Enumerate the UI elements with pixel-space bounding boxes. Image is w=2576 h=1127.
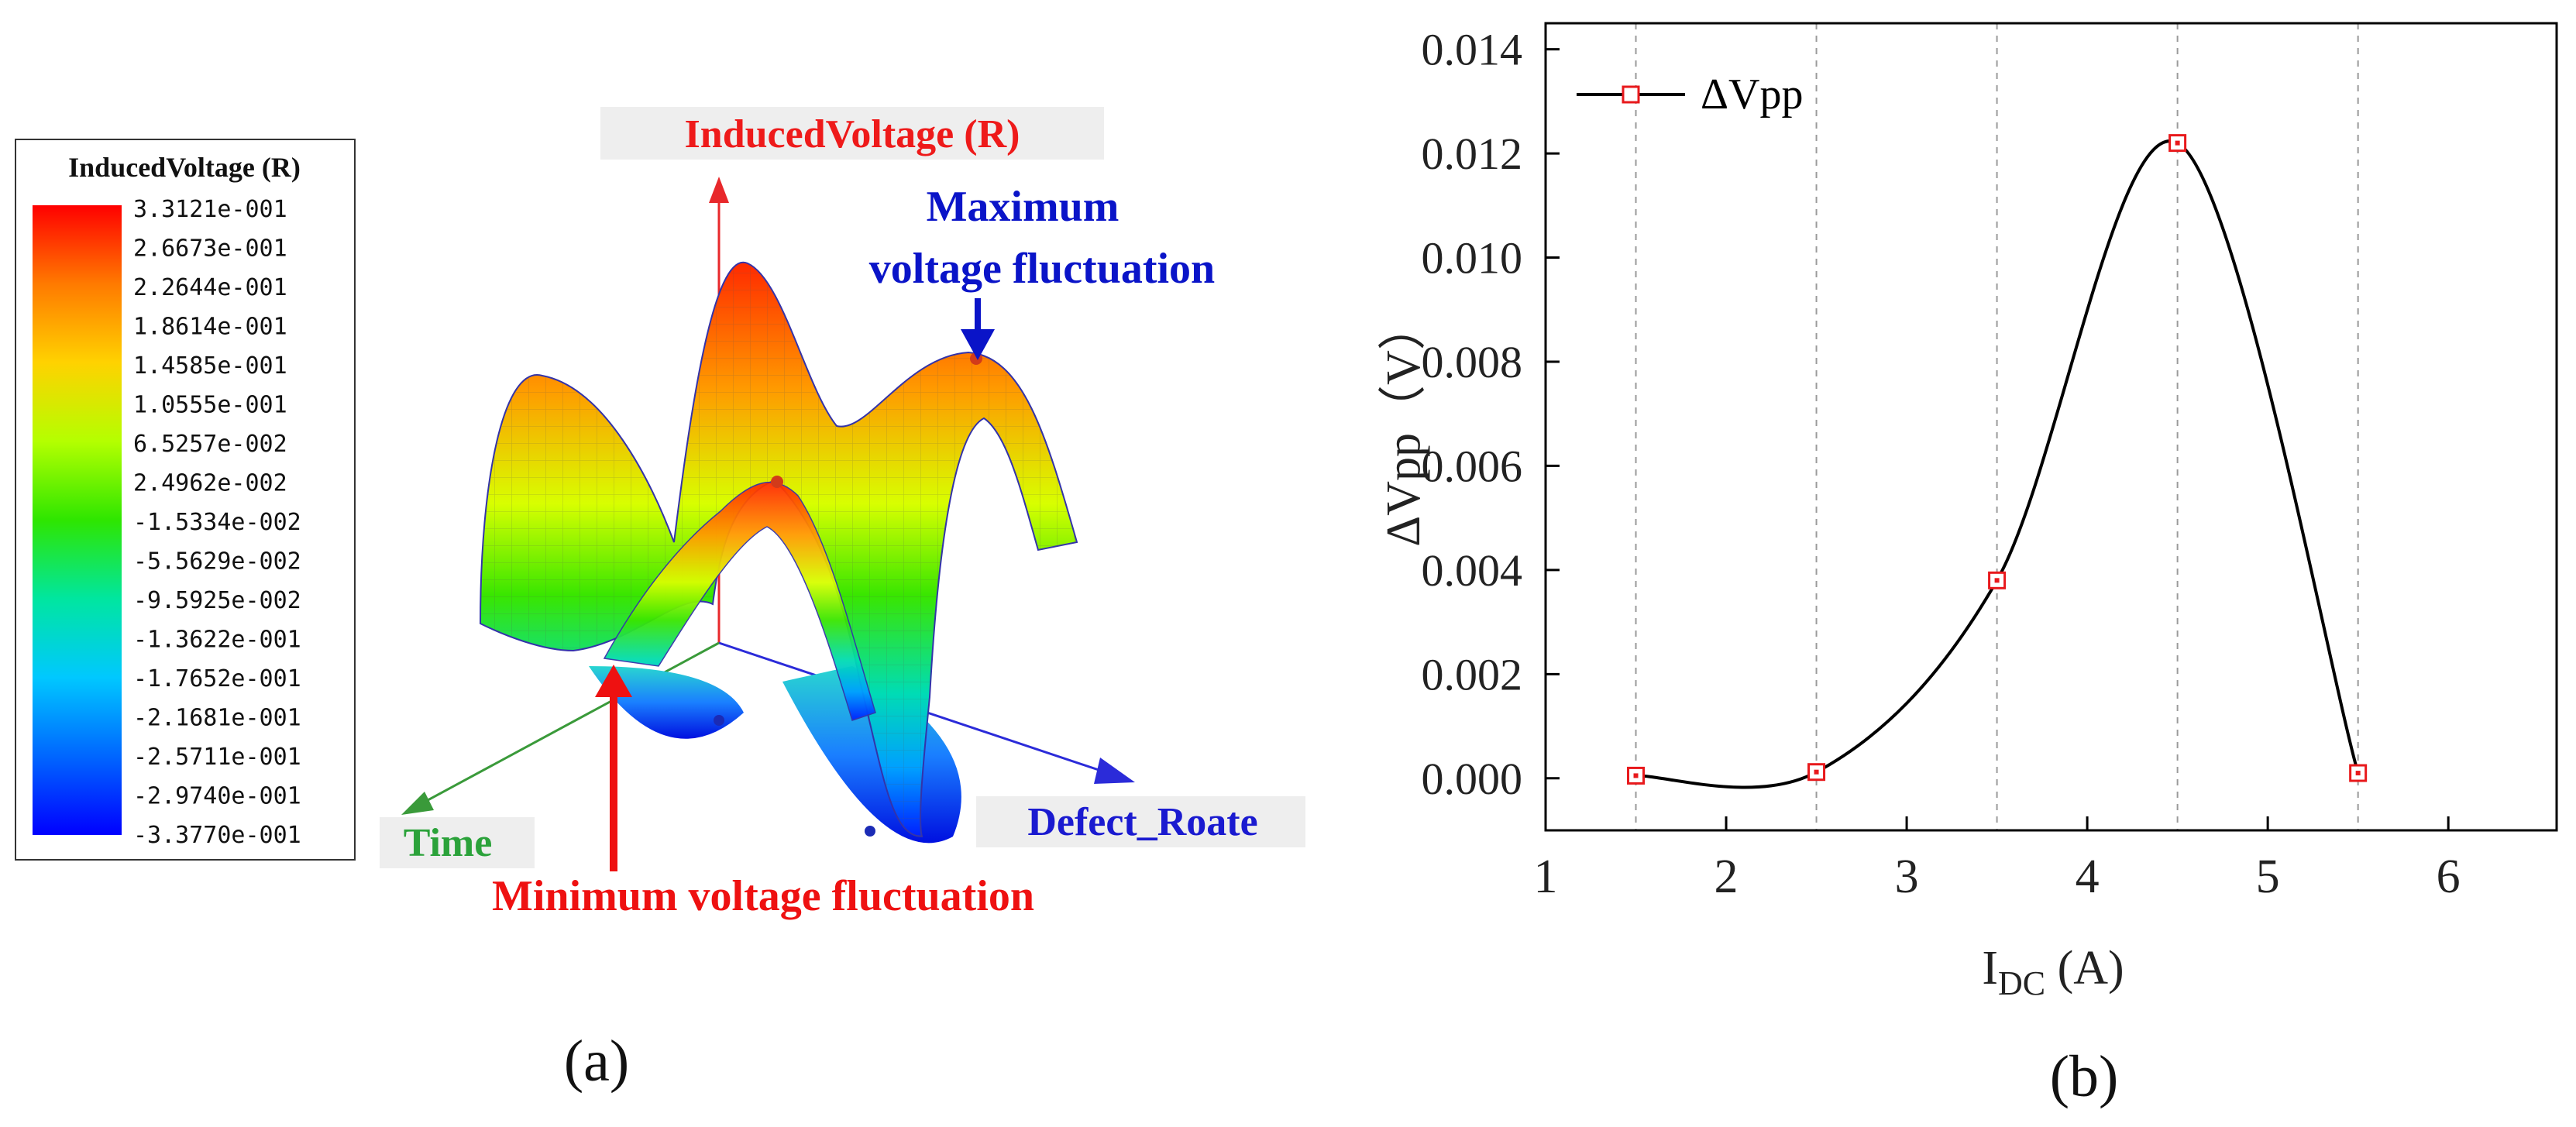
x-axis-title: IDC (A): [1982, 942, 2124, 1002]
y-axis-title: ΔVpp（V）: [1377, 302, 1430, 546]
y-tick-label: 0.004: [1422, 545, 1523, 596]
series-markers: [1627, 134, 2368, 785]
y-tick-label: 0.000: [1422, 754, 1523, 804]
max-annotation-arrowhead: [961, 329, 995, 360]
colorbar-tick-label: 1.8614e-001: [133, 314, 287, 341]
surface-trough-1: [589, 666, 744, 739]
x-axis-title-sub: DC: [1998, 964, 2045, 1002]
data-point-center: [1994, 578, 2000, 583]
legend-label: ΔVpp: [1701, 70, 1803, 119]
surface-plot-3d: InducedVoltage (R) Time Defect_Roate Max…: [380, 107, 1305, 920]
max-annotation-line2: voltage fluctuation: [869, 245, 1215, 293]
colorbar-tick-label: -3.3770e-001: [133, 822, 301, 849]
z-axis-label: InducedVoltage (R): [685, 112, 1020, 156]
max-annotation-line1: Maximum: [927, 183, 1119, 231]
min-annotation: Minimum voltage fluctuation: [492, 872, 1034, 920]
data-point-center: [1633, 773, 1639, 778]
chart-ticks: [1544, 48, 2450, 830]
y-tick-label: 0.012: [1422, 129, 1523, 179]
colorbar-tick-label: -2.1681e-001: [133, 705, 301, 732]
x-tick-label: 2: [1714, 850, 1739, 903]
panel-a-label: (a): [564, 1029, 629, 1094]
legend-marker: [1622, 85, 1640, 104]
y-axis-label: Defect_Roate: [1027, 800, 1257, 844]
x-axis-title-unit: (A): [2045, 942, 2124, 995]
colorbar-tick-label: 2.2644e-001: [133, 274, 287, 301]
y-axis-label-bg: [976, 796, 1305, 847]
z-axis-label-bg: [600, 107, 1104, 160]
colorbar-tick-label: -2.5711e-001: [133, 744, 301, 771]
colorbar-gradient: [33, 205, 122, 835]
data-point-center: [1814, 769, 1819, 775]
y-tick-label: 0.008: [1422, 337, 1523, 387]
colorbar-tick-label: 2.4962e-002: [133, 470, 287, 497]
colorbar-tick-label: -9.5925e-002: [133, 587, 301, 614]
colorbar-tick-label: 3.3121e-001: [133, 196, 287, 223]
y-tick-label: 0.002: [1422, 649, 1523, 699]
surface-front-crest: [603, 481, 876, 721]
colorbar-tick-label: 1.4585e-001: [133, 352, 287, 380]
chart-gridlines: [1635, 23, 2359, 830]
y-tick-label: 0.010: [1422, 233, 1523, 283]
y-tick-labels: 0.000 0.002 0.004 0.006 0.008 0.010 0.012 0.014: [1422, 25, 1523, 804]
x-axis-line: [410, 641, 720, 811]
z-axis-arrowhead: [709, 177, 729, 203]
data-point-center: [2355, 771, 2361, 776]
x-axis-label-bg: [380, 817, 535, 868]
x-tick-label: 4: [2076, 850, 2100, 903]
colorbar-title: InducedVoltage (R): [68, 152, 301, 183]
trough-marker-1: [714, 715, 724, 726]
colorbar-tick-labels: 3.3121e-001 2.6673e-001 2.2644e-001 1.8614e…: [133, 196, 301, 849]
chart-legend: ΔVpp: [1577, 70, 1803, 119]
colorbar-tick-label: 2.6673e-001: [133, 235, 287, 263]
y-tick-label: 0.014: [1422, 25, 1523, 75]
x-axis-arrowhead: [401, 792, 434, 815]
colorbar-tick-label: -1.3622e-001: [133, 627, 301, 654]
chart-plot-frame: [1544, 22, 2558, 832]
x-tick-label: 6: [2437, 850, 2461, 903]
panel-a: InducedVoltage (R) 3.3121e-001 2.6673e-00…: [15, 107, 1305, 1094]
colorbar-tick-label: -1.7652e-001: [133, 665, 301, 692]
x-tick-label: 3: [1895, 850, 1919, 903]
surface-mesh-overlay: [480, 262, 1077, 837]
colorbar-tick-label: -5.5629e-002: [133, 548, 301, 576]
x-tick-label: 5: [2256, 850, 2280, 903]
y-tick-label: 0.006: [1422, 441, 1523, 491]
colorbar-tick-label: -2.9740e-001: [133, 783, 301, 810]
trough-marker-2: [865, 826, 875, 837]
panel-b-chart: 0.000 0.002 0.004 0.006 0.008 0.010 0.012 0.014…: [1377, 22, 2558, 1109]
x-axis-label: Time: [404, 821, 493, 865]
x-tick-label: 1: [1534, 850, 1558, 903]
secondary-peak-marker: [771, 476, 783, 488]
colorbar-tick-label: -1.5334e-002: [133, 509, 301, 536]
min-annotation-arrowhead: [595, 665, 632, 697]
colorbar-legend: InducedVoltage (R) 3.3121e-001 2.6673e-00…: [15, 139, 356, 861]
data-point-center: [2175, 140, 2180, 146]
colorbar-tick-label: 1.0555e-001: [133, 392, 287, 419]
panel-b-label: (b): [2050, 1044, 2119, 1109]
colorbar-tick-label: 6.5257e-002: [133, 431, 287, 458]
x-tick-labels: 1 2 3 4 5 6: [1534, 850, 2461, 903]
y-axis-arrowhead: [1094, 758, 1135, 784]
x-axis-title-main: I: [1982, 942, 1998, 995]
